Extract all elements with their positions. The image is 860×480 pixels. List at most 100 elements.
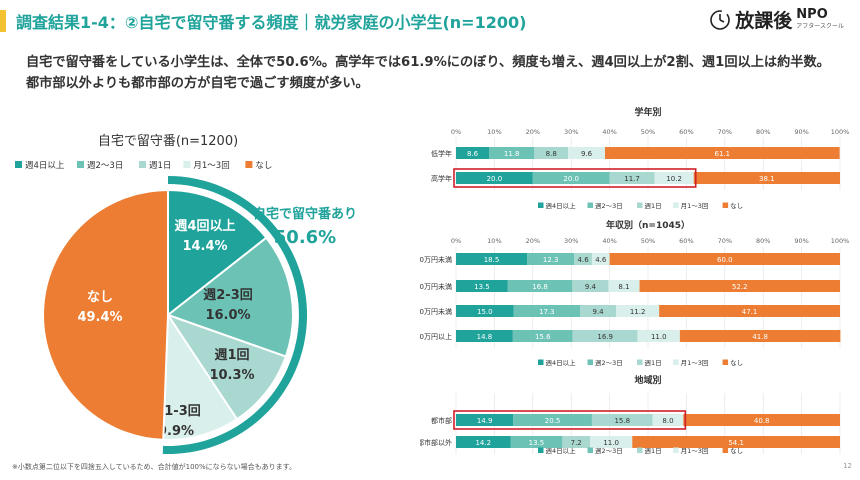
pie-legend-label: 週1日 [149, 161, 171, 171]
bar-legend-label: 月1〜3回 [681, 202, 709, 210]
summary-text: 自宅で留守番をしている小学生は、全体で50.6%。高学年では61.9%にのぼり、… [26, 55, 830, 91]
bar-data-label: 54.1 [728, 439, 744, 447]
bar-category-label: 1000万円以上 [420, 332, 452, 341]
bar-segment [456, 172, 533, 184]
bar-legend-label: 月1〜3回 [681, 447, 709, 455]
bar-data-label: 4.6 [595, 256, 607, 264]
bar-segment [456, 280, 508, 292]
highlight-box [453, 168, 697, 188]
bar-segment [489, 147, 535, 159]
bar-data-label: 14.2 [475, 439, 491, 447]
bar-segment [591, 253, 610, 265]
axis-tick-label: 100% [831, 128, 850, 136]
bar-data-label: 52.2 [732, 283, 748, 291]
bar-segment [693, 172, 840, 184]
bar-legend-swatch [673, 359, 679, 365]
pie-chart: 自宅で留守番(n=1200)週4日以上 週2〜3日 週1日 月1〜3回 なし週4回以上1… [15, 134, 357, 454]
bar-segment [456, 253, 528, 265]
logo-text: 放課後 [735, 10, 793, 32]
bar-data-label: 13.5 [529, 439, 545, 447]
axis-tick-label: 90% [794, 128, 808, 136]
pie-legend-swatch [77, 161, 84, 168]
bar-data-label: 20.0 [563, 175, 579, 183]
axis-tick-label: 80% [756, 128, 770, 136]
axis-tick-label: 10% [487, 237, 501, 245]
bar-category-label: 300万円以上600万円未満 [420, 282, 452, 291]
pie-legend-label: 週2〜3日 [87, 161, 123, 171]
bar-data-label: 8.1 [618, 283, 629, 291]
pie-slice-value: 10.3% [209, 368, 254, 383]
bar-segment [532, 172, 610, 184]
bar-segment [654, 172, 694, 184]
bar-data-label: 38.1 [759, 175, 775, 183]
axis-tick-label: 100% [831, 237, 850, 245]
bar-category-label: 低学年 [431, 149, 452, 158]
bar-legend-swatch [637, 359, 643, 365]
bar-data-label: 8.8 [546, 150, 557, 158]
pie-slice-label: なし [87, 290, 113, 305]
bar-legend-swatch [673, 202, 679, 208]
bar-legend-label: なし [730, 202, 743, 210]
bar-legend-swatch [587, 447, 593, 453]
axis-tick-label: 0% [451, 237, 461, 245]
clock-icon [710, 9, 731, 30]
bar-segment [683, 414, 840, 426]
bar-legend-label: 週4日以上 [546, 358, 577, 367]
pie-slice-value: 14.4% [182, 239, 227, 254]
bar-data-label: 11.0 [651, 333, 667, 341]
bar-category-label: 都市部以外 [420, 438, 452, 447]
bar-data-label: 11.0 [603, 439, 619, 447]
bar-segment [456, 436, 511, 448]
pie-legend-label: なし [255, 161, 272, 171]
pie-title: 自宅で留守番(n=1200) [98, 134, 238, 149]
bar-data-label: 60.0 [717, 256, 733, 264]
page-title: 調査結果1-4：②自宅で留守番する頻度｜就労家庭の小学生(n=1200) [16, 13, 527, 32]
axis-tick-label: 30% [564, 237, 578, 245]
bar-legend-label: 週4日以上 [546, 446, 577, 455]
bar-segment [562, 436, 591, 448]
bar-category-label: 高学年 [431, 174, 452, 183]
bar-segment [572, 330, 638, 342]
highlight-box [453, 410, 687, 430]
bar-legend-swatch [587, 359, 593, 365]
bar-data-label: 15.8 [614, 417, 630, 425]
bar-legend-label: 週1日 [645, 358, 662, 367]
axis-tick-label: 20% [526, 237, 540, 245]
bar-segment [637, 330, 680, 342]
axis-tick-label: 60% [679, 237, 693, 245]
bar-segment [652, 414, 684, 426]
bar-legend-label: 週2〜3日 [595, 446, 623, 455]
axis-tick-label: 70% [718, 128, 732, 136]
bar-legend-swatch [538, 202, 544, 208]
bar-legend-label: 週2〜3日 [595, 358, 623, 367]
pie-slice-label: 週4回以上 [174, 219, 235, 234]
bar-legend-swatch [587, 202, 593, 208]
bar-legend-swatch [538, 359, 544, 365]
bar-data-label: 11.2 [630, 308, 646, 316]
bar-segment [679, 330, 841, 342]
bar-data-label: 7.2 [571, 439, 582, 447]
bar-segment [572, 280, 609, 292]
bar-data-label: 20.0 [487, 175, 503, 183]
footnote: ※小数点第二位以下を四捨五入しているため、合計値が100%にならない場合もありま… [12, 463, 296, 471]
bar-segment [608, 280, 640, 292]
bar-data-label: 18.5 [484, 256, 500, 264]
bar-category-label: 都市部 [431, 416, 452, 425]
axis-tick-label: 60% [679, 128, 693, 136]
bar-segment [659, 305, 840, 317]
axis-tick-label: 80% [756, 237, 770, 245]
bar-segment [456, 305, 514, 317]
bar-legend-swatch [722, 359, 729, 365]
bar-segment [580, 305, 617, 317]
bar-data-label: 11.8 [504, 150, 520, 158]
bar-legend-swatch [673, 447, 679, 453]
bar-charts: 学年別 0% 10% 20% 30% 40% 50% 60% 70% 80% 90% 100% 低学年 8… [420, 106, 850, 455]
bar-segment [590, 436, 633, 448]
bar-segment [534, 147, 569, 159]
bar-data-label: 17.3 [539, 308, 555, 316]
bar-segment [591, 414, 653, 426]
bar-data-label: 4.6 [578, 256, 590, 264]
brand-logo: 放課後 NPO アフタースクール [709, 6, 844, 33]
bar-legend-label: 週4日以上 [546, 201, 577, 210]
bar-chart-title: 年収別（n=1045） [606, 219, 690, 231]
